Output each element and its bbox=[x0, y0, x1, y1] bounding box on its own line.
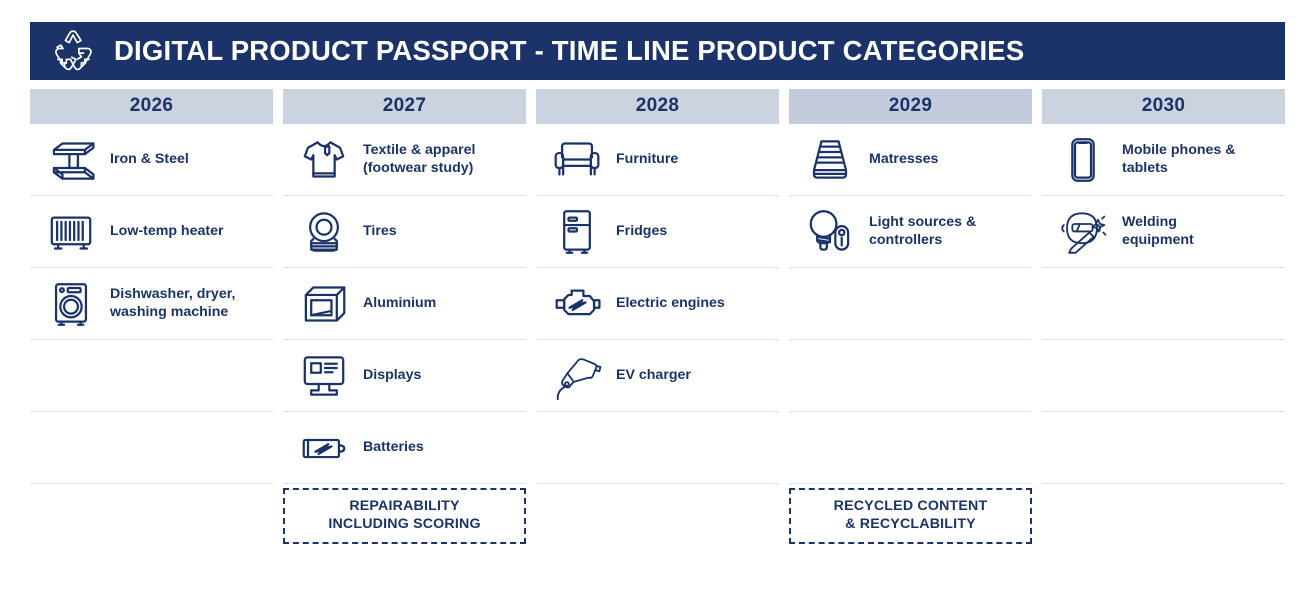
label-line-1: Welding bbox=[1122, 214, 1177, 231]
light-bulb-controller-icon bbox=[809, 209, 850, 251]
tag-repairability: REPAIRABILITY INCLUDING SCORING bbox=[283, 488, 526, 544]
tag-recycled-content: RECYCLED CONTENT & RECYCLABILITY bbox=[789, 488, 1032, 544]
label-line-2: equipment bbox=[1122, 231, 1194, 248]
list-item-label: Textile & apparel (footwear study) bbox=[363, 142, 476, 177]
recycling-icon bbox=[55, 30, 92, 71]
label-line-2: controllers bbox=[869, 231, 943, 248]
empty-cell bbox=[789, 340, 1032, 412]
empty-cell bbox=[789, 412, 1032, 484]
year-header-2027: 2027 bbox=[283, 89, 526, 124]
list-item[interactable]: Fridges bbox=[536, 196, 779, 268]
list-item[interactable]: Textile & apparel (footwear study) bbox=[283, 124, 526, 196]
list-item-label: Aluminium bbox=[363, 294, 437, 311]
tag-line-1: RECYCLED CONTENT bbox=[833, 498, 988, 515]
column-2026: 2026 bbox=[30, 89, 273, 540]
year-header-2028: 2028 bbox=[536, 89, 779, 124]
tire-icon bbox=[309, 211, 339, 252]
mobile-phone-icon bbox=[1071, 137, 1095, 182]
list-item[interactable]: Aluminium bbox=[283, 268, 526, 340]
welding-helmet-icon bbox=[1061, 211, 1107, 254]
list-item-label: Tires bbox=[363, 222, 397, 239]
washing-machine-icon bbox=[54, 282, 88, 326]
year-header-2026: 2026 bbox=[30, 89, 273, 124]
list-item-label: Fridges bbox=[616, 222, 668, 239]
battery-icon bbox=[302, 438, 346, 458]
empty-cell bbox=[1042, 412, 1285, 484]
tag-slot-2028 bbox=[536, 484, 779, 540]
list-item-label: EV charger bbox=[616, 366, 691, 383]
column-2029: 2029 Matresses bbox=[789, 89, 1032, 544]
list-item-label: Batteries bbox=[363, 438, 424, 455]
list-item[interactable]: Furniture bbox=[536, 124, 779, 196]
list-item[interactable]: Low-temp heater bbox=[30, 196, 273, 268]
tag-slot-2026 bbox=[30, 484, 273, 540]
tag-line-2: INCLUDING SCORING bbox=[328, 516, 481, 532]
label-line-1: Textile & apparel bbox=[363, 142, 476, 159]
column-2027-rows: Textile & apparel (footwear study) Tires bbox=[283, 124, 526, 484]
year-header-2030: 2030 bbox=[1042, 89, 1285, 124]
timeline-grid: 2026 bbox=[30, 89, 1285, 544]
label-line-1: Mobile phones & bbox=[1122, 142, 1236, 159]
column-2028: 2028 Furniture bbox=[536, 89, 779, 540]
armchair-icon bbox=[554, 141, 600, 176]
column-2029-rows: Matresses bbox=[789, 124, 1032, 484]
engine-block-icon bbox=[555, 289, 601, 315]
tag-line-2: & RECYCLABILITY bbox=[845, 516, 976, 532]
list-item-label: Iron & Steel bbox=[110, 150, 189, 167]
tag-slot-2027: REPAIRABILITY INCLUDING SCORING bbox=[283, 484, 526, 544]
list-item-label: Light sources & controllers bbox=[869, 214, 976, 249]
list-item[interactable]: Light sources & controllers bbox=[789, 196, 1032, 268]
empty-cell bbox=[30, 412, 273, 484]
list-item-label: Matresses bbox=[869, 150, 939, 167]
aluminium-box-icon bbox=[304, 285, 346, 322]
ev-charger-plug-icon bbox=[556, 357, 602, 400]
list-item[interactable]: Displays bbox=[283, 340, 526, 412]
i-beam-icon bbox=[52, 141, 95, 180]
label-line-2: washing machine bbox=[110, 303, 229, 320]
tag-slot-2029: RECYCLED CONTENT & RECYCLABILITY bbox=[789, 484, 1032, 544]
list-item-label: Welding equipment bbox=[1122, 214, 1194, 249]
list-item[interactable]: Matresses bbox=[789, 124, 1032, 196]
monitor-display-icon bbox=[303, 355, 345, 396]
empty-cell bbox=[1042, 268, 1285, 340]
column-2030-rows: Mobile phones & tablets bbox=[1042, 124, 1285, 484]
mattress-icon bbox=[812, 139, 848, 179]
column-2030: 2030 Mobile phones & tablets bbox=[1042, 89, 1285, 540]
list-item[interactable]: Iron & Steel bbox=[30, 124, 273, 196]
label-line-2: tablets bbox=[1122, 159, 1168, 176]
list-item-label: Electric engines bbox=[616, 294, 725, 311]
empty-cell bbox=[1042, 340, 1285, 412]
page-title: DIGITAL PRODUCT PASSPORT - TIME LINE PRO… bbox=[114, 35, 1025, 66]
column-2027: 2027 Textile & apparel (footwear study) bbox=[283, 89, 526, 544]
list-item-label: Displays bbox=[363, 366, 422, 383]
empty-cell bbox=[536, 412, 779, 484]
label-line-2: (footwear study) bbox=[363, 159, 474, 176]
list-item-label: Mobile phones & tablets bbox=[1122, 142, 1236, 177]
column-2028-rows: Furniture Fridges bbox=[536, 124, 779, 484]
header-banner: DIGITAL PRODUCT PASSPORT - TIME LINE PRO… bbox=[30, 22, 1285, 80]
list-item-label: Low-temp heater bbox=[110, 222, 224, 239]
empty-cell bbox=[789, 268, 1032, 340]
list-item[interactable]: Batteries bbox=[283, 412, 526, 484]
fridge-icon bbox=[563, 209, 591, 254]
column-2026-rows: Iron & Steel Low-temp heater bbox=[30, 124, 273, 484]
tag-line-1: REPAIRABILITY bbox=[349, 498, 460, 515]
list-item-label: Dishwasher, dryer, washing machine bbox=[110, 286, 235, 321]
list-item[interactable]: Dishwasher, dryer, washing machine bbox=[30, 268, 273, 340]
list-item-label: Furniture bbox=[616, 150, 679, 167]
radiator-heater-icon bbox=[50, 215, 92, 250]
list-item[interactable]: Tires bbox=[283, 196, 526, 268]
label-line-1: Light sources & bbox=[869, 214, 977, 231]
list-item[interactable]: Mobile phones & tablets bbox=[1042, 124, 1285, 196]
list-item[interactable]: EV charger bbox=[536, 340, 779, 412]
year-header-2029: 2029 bbox=[789, 89, 1032, 124]
empty-cell bbox=[30, 340, 273, 412]
label-line-1: Dishwasher, dryer, bbox=[110, 286, 236, 303]
tshirt-icon bbox=[303, 140, 345, 178]
list-item[interactable]: Welding equipment bbox=[1042, 196, 1285, 268]
list-item[interactable]: Electric engines bbox=[536, 268, 779, 340]
tag-slot-2030 bbox=[1042, 484, 1285, 540]
